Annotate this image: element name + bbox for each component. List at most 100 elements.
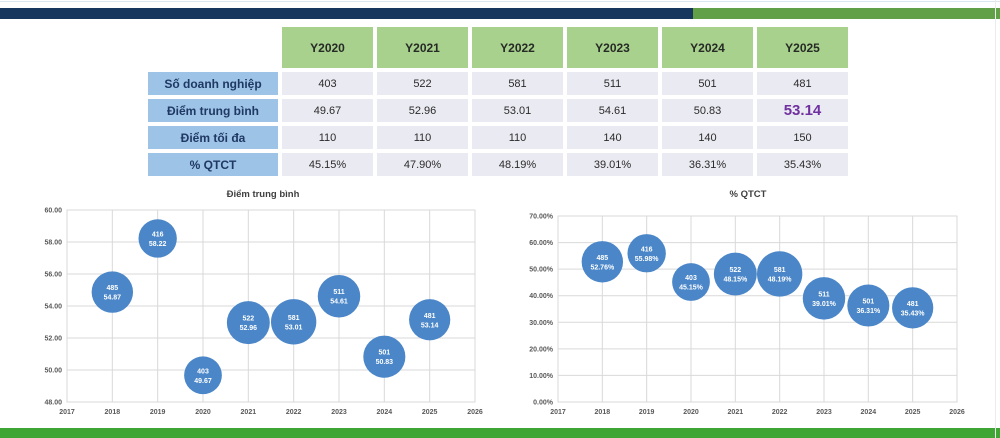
x-axis-tick-label: 2019: [639, 409, 655, 416]
x-axis-tick-label: 2022: [772, 409, 788, 416]
bubble-point: [138, 219, 177, 258]
bubble-label-value: 48.19%: [768, 276, 793, 283]
y-axis-tick-label: 30.00%: [529, 320, 554, 327]
x-axis-tick-label: 2024: [861, 409, 877, 416]
table-value-cell: 47.90%: [377, 153, 468, 176]
bubble-point: [672, 263, 710, 301]
table-value-cell: 54.61: [567, 99, 658, 122]
y-axis-tick-label: 0.00%: [533, 400, 554, 407]
table-value-cell: 481: [757, 72, 848, 95]
bubble-label-count: 511: [818, 291, 829, 298]
x-axis-tick-label: 2021: [241, 409, 257, 416]
y-axis-tick-label: 40.00%: [529, 293, 554, 300]
bubble-point: [317, 274, 361, 318]
bubble-point: [363, 335, 406, 378]
table-value-cell: 48.19%: [472, 153, 563, 176]
bubble-point: [892, 287, 934, 329]
bubble-point: [847, 284, 890, 327]
x-axis-tick-label: 2024: [377, 409, 393, 416]
bubble-point: [627, 234, 666, 273]
top-accent-bar: [0, 8, 1000, 19]
table-value-cell: 45.15%: [282, 153, 373, 176]
x-axis-tick-label: 2018: [105, 409, 121, 416]
bubble-label-value: 49.67: [194, 378, 212, 385]
bubble-label-value: 39.01%: [812, 301, 837, 308]
y-axis-tick-label: 70.00%: [529, 214, 554, 221]
bubble-point: [91, 271, 134, 313]
y-axis-tick-label: 48.00: [44, 400, 62, 407]
top-accent-bar-navy: [0, 8, 693, 19]
table-header-cell: Y2025: [757, 27, 848, 68]
bubble-label-value: 45.15%: [679, 285, 704, 292]
table-value-cell: 36.31%: [662, 153, 753, 176]
bubble-label-value: 53.14: [421, 322, 439, 329]
table-row-label: Điểm trung bình: [148, 99, 278, 122]
bubble-label-count: 581: [288, 315, 300, 322]
x-axis-tick-label: 2025: [422, 409, 438, 416]
table-value-cell: 403: [282, 72, 373, 95]
bubble-chart-pct-qtct: % QTCT 0.00% 10.00% 20.00% 30.00% 40.00% 50.00…: [529, 189, 965, 416]
bubble-point: [757, 251, 803, 297]
bubble-label-value: 55.98%: [635, 256, 660, 263]
y-axis-tick-label: 56.00: [44, 272, 62, 279]
table-row-label: Điểm tối đa: [148, 126, 278, 149]
bubble-point: [713, 252, 757, 296]
top-hairline: [0, 1, 1000, 2]
bubble-label-count: 481: [424, 313, 436, 320]
table-value-cell: 49.67: [282, 99, 373, 122]
plot-border: [66, 209, 476, 403]
bubble-point: [184, 356, 222, 395]
table-header-cell: Y2020: [282, 27, 373, 68]
page-right-edge: [995, 0, 996, 438]
plot-border: [557, 215, 958, 403]
y-axis-tick-label: 58.00: [44, 240, 62, 247]
bubble-label-value: 52.76%: [590, 264, 615, 271]
table-value-cell: 110: [377, 126, 468, 149]
bubble-point: [802, 277, 846, 320]
table-value-cell: 110: [282, 126, 373, 149]
bubble-label-count: 403: [685, 275, 697, 282]
y-axis-tick-label: 60.00: [44, 208, 62, 215]
bubble-label-count: 501: [378, 350, 390, 357]
table-value-cell: 522: [377, 72, 468, 95]
y-axis-tick-label: 10.00%: [529, 373, 554, 380]
chart-title: Điểm trung bình: [227, 189, 300, 200]
table-value-cell: 140: [662, 126, 753, 149]
x-axis-tick-label: 2020: [195, 409, 211, 416]
table-header-cell: Y2022: [472, 27, 563, 68]
bubble-label-count: 481: [907, 301, 919, 308]
table-value-cell: 50.83: [662, 99, 753, 122]
bubble-label-value: 52.96: [240, 325, 258, 332]
table-value-cell: 39.01%: [567, 153, 658, 176]
table-value-cell: 511: [567, 72, 658, 95]
table-corner-cell: [148, 27, 278, 68]
bubble-point: [581, 241, 624, 283]
bubble-label-count: 416: [152, 231, 164, 238]
table-header-cell: Y2021: [377, 27, 468, 68]
table-value-cell: 501: [662, 72, 753, 95]
table-row-label: % QTCT: [148, 153, 278, 176]
bubble-label-value: 35.43%: [901, 310, 926, 317]
table-header-cell: Y2023: [567, 27, 658, 68]
bubble-chart-diem-trung-binh: Điểm trung bình 48.00 50.00 52.00 54.00 56.00…: [44, 189, 482, 416]
bubble-label-value: 54.87: [104, 295, 122, 302]
bubble-point: [226, 301, 270, 345]
x-axis-tick-label: 2026: [949, 409, 965, 416]
x-axis-tick-label: 2019: [150, 409, 166, 416]
table-row-label: Số doanh nghiệp: [148, 72, 278, 95]
top-accent-bar-green: [693, 8, 1000, 19]
bubble-label-count: 511: [333, 289, 344, 296]
bubble-label-value: 54.61: [330, 299, 348, 306]
bubble-label-count: 501: [862, 299, 874, 306]
x-axis-tick-label: 2023: [816, 409, 832, 416]
bubble-label-count: 581: [774, 267, 786, 274]
summary-table: Y2020 Y2021 Y2022 Y2023 Y2024 Y2025 Số doanh n…: [148, 27, 848, 176]
x-axis-tick-label: 2023: [331, 409, 347, 416]
bubble-label-count: 522: [242, 316, 254, 323]
table-value-cell: 35.43%: [757, 153, 848, 176]
table-value-cell: 581: [472, 72, 563, 95]
y-axis-tick-label: 50.00%: [529, 267, 554, 274]
bubble-label-count: 403: [197, 368, 209, 375]
x-axis-tick-label: 2017: [550, 409, 566, 416]
table-value-cell: 150: [757, 126, 848, 149]
